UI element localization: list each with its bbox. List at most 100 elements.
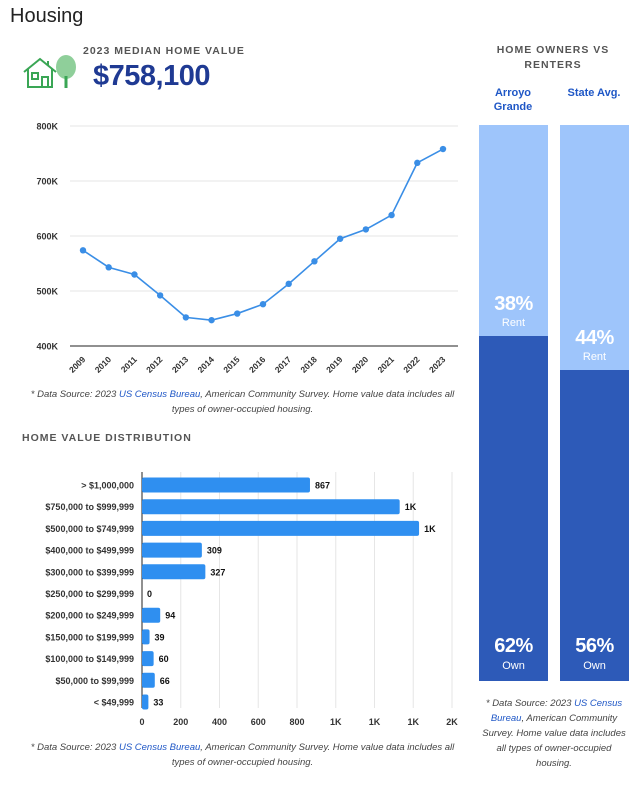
- x-tick-label: 800: [289, 717, 304, 727]
- stacked-bar-state-avg: 44% Rent 56% Own: [560, 125, 629, 681]
- stacked-bar-arroyo-grande: 38% Rent 62% Own: [479, 125, 548, 681]
- category-label: < $49,999: [94, 698, 134, 708]
- x-tick-label: 200: [173, 717, 188, 727]
- category-label: $150,000 to $199,999: [45, 632, 134, 642]
- source-note-suffix: , American Community Survey. Home value …: [171, 389, 455, 415]
- bar: [142, 477, 310, 493]
- own-percent: 62%: [494, 635, 533, 657]
- owners-vs-renters-title: HOME OWNERS VS RENTERS: [496, 44, 610, 71]
- value-label: 327: [210, 567, 225, 577]
- x-tick-label: 2022: [401, 354, 422, 375]
- rent-segment: [479, 125, 548, 337]
- rent-percent: 44%: [575, 326, 614, 349]
- value-label: 60: [159, 654, 169, 664]
- bar: [142, 520, 420, 536]
- data-point: [439, 145, 447, 153]
- bar: [142, 672, 155, 688]
- value-label: 0: [147, 589, 152, 599]
- census-bureau-link[interactable]: US Census Bureau: [118, 742, 201, 753]
- rent-label: Rent: [501, 317, 526, 330]
- census-bureau-link[interactable]: US Census Bureau: [490, 698, 623, 724]
- x-tick-label: 2K: [446, 717, 458, 727]
- value-label: 1K: [405, 502, 417, 512]
- x-tick-label: 1K: [330, 717, 342, 727]
- x-tick-label: 600: [251, 717, 266, 727]
- page-title: Housing: [10, 5, 84, 27]
- value-label: 309: [207, 546, 222, 556]
- own-percent: 56%: [575, 635, 614, 657]
- category-label: $100,000 to $149,999: [45, 654, 134, 664]
- y-tick-label: 500K: [36, 287, 58, 297]
- source-note-suffix: , American Community Survey. Home value …: [171, 742, 455, 768]
- value-label: 39: [155, 632, 165, 642]
- data-point: [285, 280, 292, 288]
- x-tick-label: 2018: [298, 354, 319, 375]
- data-point: [388, 211, 395, 219]
- source-note-prefix: * Data Source: 2023: [30, 389, 119, 400]
- x-tick-label: 1K: [407, 717, 419, 727]
- category-label: $300,000 to $399,999: [45, 567, 134, 577]
- own-segment: [560, 369, 629, 681]
- house-tree-icon: [23, 55, 76, 88]
- x-tick-label: 2013: [170, 354, 191, 375]
- own-label: Own: [502, 660, 525, 672]
- bar: [142, 694, 149, 710]
- x-tick-label: 2021: [376, 354, 397, 375]
- column-header-state-avg: State Avg.: [567, 87, 621, 99]
- x-tick-label: 0: [139, 717, 144, 727]
- y-tick-label: 700K: [36, 177, 58, 187]
- bar: [142, 651, 154, 667]
- category-label: $250,000 to $299,999: [45, 589, 134, 599]
- bar: [142, 499, 400, 515]
- rent-percent: 38%: [494, 293, 533, 316]
- y-tick-label: 600K: [36, 232, 58, 242]
- bar: [142, 629, 150, 645]
- x-tick-label: 2019: [324, 354, 345, 375]
- x-tick-label: 2014: [196, 354, 217, 375]
- x-tick-label: 2010: [93, 354, 114, 375]
- line-chart-source-note: * Data Source: 2023 US Census Bureau, Am…: [30, 387, 455, 417]
- data-point: [131, 271, 138, 278]
- x-tick-label: 2009: [67, 354, 88, 375]
- bar-chart-source-note: * Data Source: 2023 US Census Bureau, Am…: [30, 740, 455, 770]
- bar: [142, 607, 161, 623]
- x-tick-label: 400: [212, 717, 227, 727]
- series-line: [82, 148, 444, 321]
- median-home-value-label: 2023 MEDIAN HOME VALUE: [83, 45, 245, 57]
- data-point: [208, 316, 215, 324]
- y-tick-label: 400K: [36, 342, 58, 352]
- value-label: 94: [165, 611, 175, 621]
- distribution-title: HOME VALUE DISTRIBUTION: [22, 432, 192, 444]
- home-value-distribution-chart: 0 200 400 600 800 1K 1K 1K 2K> $1,000,000 867$750…: [45, 472, 458, 727]
- owners-source-note: * Data Source: 2023 US Census Bureau, Am…: [478, 696, 630, 771]
- x-tick-label: 1K: [369, 717, 381, 727]
- bar: [142, 542, 202, 558]
- data-point: [234, 310, 241, 317]
- category-label: > $1,000,000: [81, 481, 134, 491]
- source-note-prefix: * Data Source: 2023: [485, 698, 575, 709]
- category-label: $750,000 to $999,999: [45, 502, 134, 512]
- rent-segment: [560, 125, 629, 370]
- rent-label: Rent: [582, 350, 607, 363]
- data-point: [259, 301, 267, 308]
- data-point: [182, 314, 190, 321]
- census-bureau-link[interactable]: US Census Bureau: [118, 389, 201, 400]
- bar: [142, 564, 206, 580]
- data-point: [336, 235, 344, 242]
- own-segment: [479, 336, 548, 681]
- value-label: 1K: [424, 524, 436, 534]
- category-label: $500,000 to $749,999: [45, 524, 134, 534]
- column-header-arroyo-grande: Arroyo Grande: [493, 87, 533, 113]
- data-point: [414, 159, 421, 167]
- source-note-suffix: , American Community Survey. Home value …: [482, 713, 626, 769]
- data-point: [156, 292, 164, 299]
- x-tick-label: 2017: [273, 354, 294, 375]
- x-tick-label: 2012: [144, 354, 165, 375]
- category-label: $200,000 to $249,999: [45, 611, 134, 621]
- y-tick-label: 800K: [36, 122, 58, 132]
- x-tick-label: 2011: [119, 354, 139, 374]
- value-label: 33: [153, 698, 163, 708]
- x-tick-label: 2016: [247, 354, 268, 375]
- own-label: Own: [583, 660, 606, 672]
- data-point: [362, 226, 370, 233]
